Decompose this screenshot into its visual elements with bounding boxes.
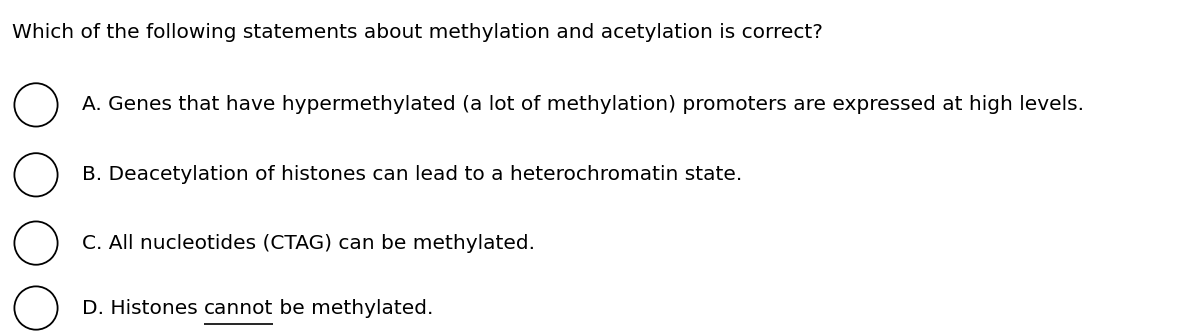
Text: be methylated.: be methylated.: [274, 298, 433, 318]
Text: Which of the following statements about methylation and acetylation is correct?: Which of the following statements about …: [12, 23, 823, 42]
Text: A. Genes that have hypermethylated (a lot of methylation) promoters are expresse: A. Genes that have hypermethylated (a lo…: [82, 95, 1084, 115]
Text: C. All nucleotides (CTAG) can be methylated.: C. All nucleotides (CTAG) can be methyla…: [82, 233, 535, 253]
Text: D. Histones: D. Histones: [82, 298, 204, 318]
Text: cannot: cannot: [204, 298, 274, 318]
Text: B. Deacetylation of histones can lead to a heterochromatin state.: B. Deacetylation of histones can lead to…: [82, 165, 742, 184]
